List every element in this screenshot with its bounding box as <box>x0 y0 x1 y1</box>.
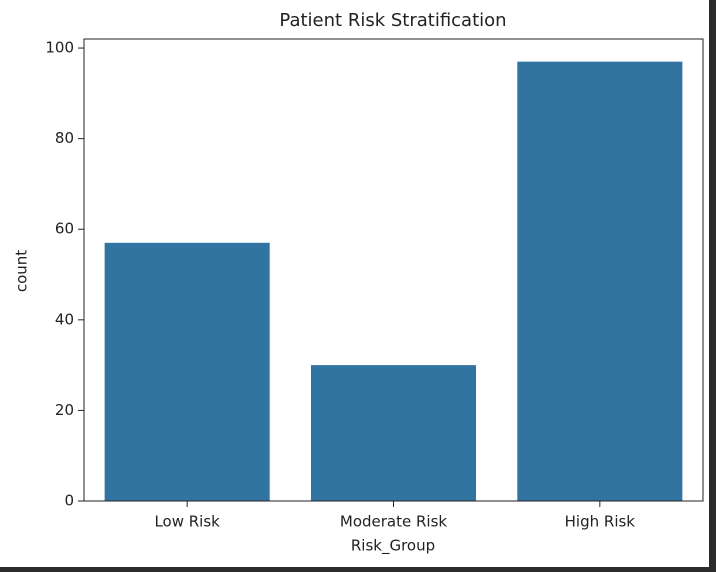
y-tick-label: 60 <box>55 220 74 238</box>
x-tick-label: High Risk <box>565 513 636 531</box>
chart-title: Patient Risk Stratification <box>279 10 506 31</box>
x-tick-label: Moderate Risk <box>340 513 448 531</box>
bar <box>104 242 270 501</box>
window-edge <box>0 567 716 572</box>
x-tick-label: Low Risk <box>154 513 220 531</box>
y-tick-label: 80 <box>55 129 74 147</box>
plot-frame <box>83 38 704 502</box>
bar <box>310 365 477 501</box>
window-edge <box>709 0 716 572</box>
y-tick-label: 100 <box>45 39 74 57</box>
y-tick-label: 40 <box>55 310 74 328</box>
x-axis-label: Risk_Group <box>351 537 435 556</box>
y-tick-label: 0 <box>64 492 74 510</box>
bar <box>517 61 683 501</box>
y-axis-label: count <box>13 250 31 292</box>
y-tick-label: 20 <box>55 401 74 419</box>
